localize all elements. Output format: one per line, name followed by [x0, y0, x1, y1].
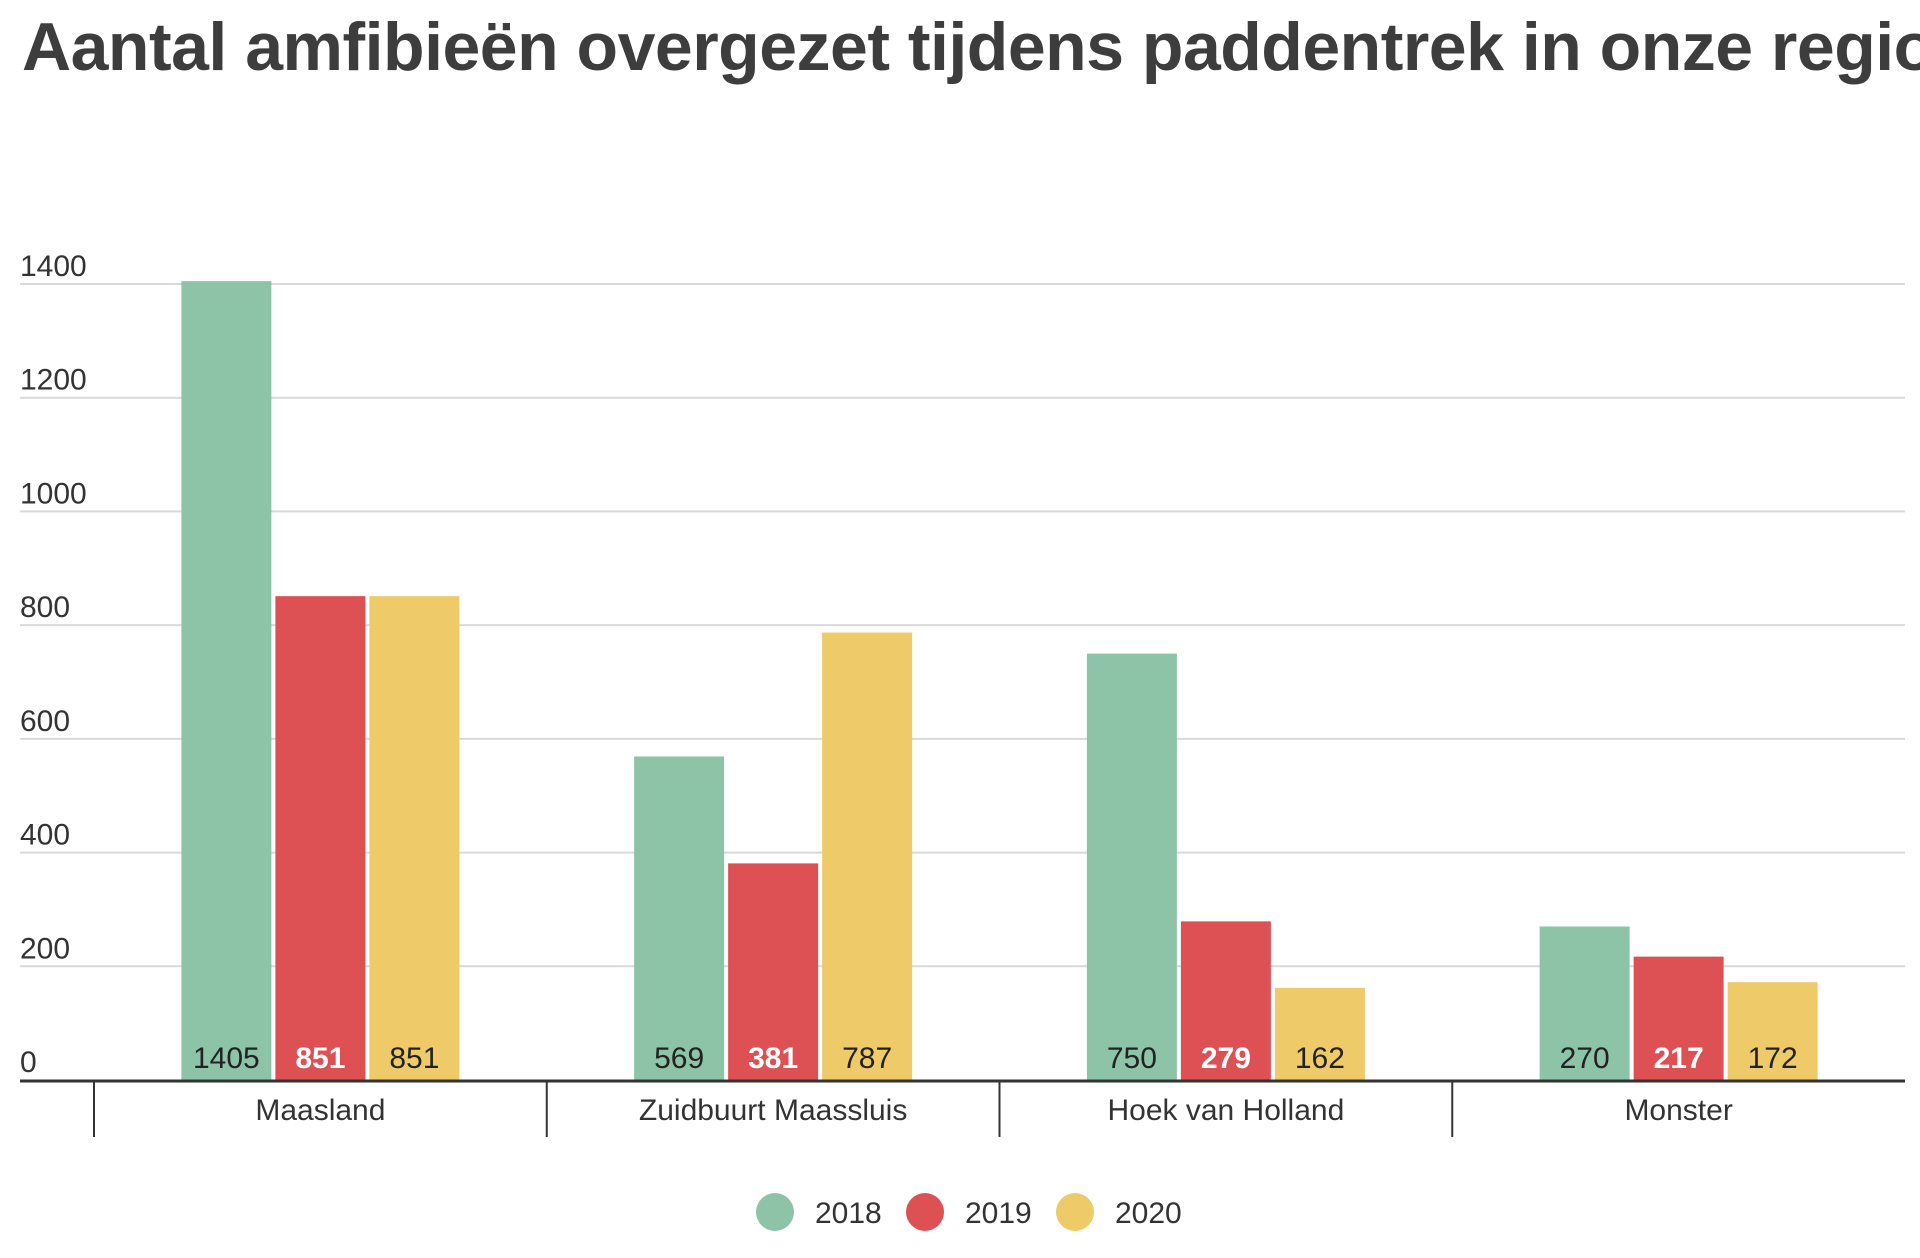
bar	[181, 281, 272, 1081]
legend: 2018 2019 2020	[756, 1193, 1182, 1231]
category-label: Zuidbuurt Maassluis	[639, 1094, 907, 1127]
data-label: 172	[1748, 1042, 1798, 1075]
data-label: 787	[842, 1042, 892, 1075]
data-label: 1405	[193, 1042, 260, 1075]
data-label: 851	[389, 1042, 439, 1075]
y-tick-label: 200	[20, 932, 70, 965]
data-label: 569	[654, 1042, 704, 1075]
x-axis-categories: Maasland Zuidbuurt Maassluis Hoek van Holl…	[255, 1094, 1732, 1127]
bar	[634, 756, 725, 1080]
x-axis	[20, 1079, 1905, 1137]
bar	[369, 596, 460, 1080]
data-label: 381	[748, 1042, 798, 1075]
category-label: Monster	[1624, 1094, 1732, 1127]
bar	[1727, 982, 1818, 1080]
legend-swatch-icon	[756, 1193, 794, 1231]
bar	[1180, 921, 1271, 1080]
bar-labels: 1405 851 851 569 381 787 750 279 162 270 217 172	[193, 1042, 1798, 1075]
data-label: 851	[295, 1042, 345, 1075]
category-label: Hoek van Holland	[1107, 1094, 1344, 1127]
y-tick-label: 1200	[20, 364, 87, 397]
data-label: 217	[1654, 1042, 1704, 1075]
bar	[1086, 653, 1177, 1080]
y-tick-label: 1400	[20, 250, 87, 283]
data-label: 750	[1107, 1042, 1157, 1075]
data-label: 270	[1560, 1042, 1610, 1075]
legend-swatch-icon	[1056, 1193, 1094, 1231]
legend-label: 2020	[1115, 1197, 1182, 1230]
category-label: Maasland	[255, 1094, 385, 1127]
data-label: 279	[1201, 1042, 1251, 1075]
y-tick-label: 400	[20, 819, 70, 852]
bar	[275, 596, 366, 1080]
legend-swatch-icon	[906, 1193, 944, 1231]
y-tick-label: 600	[20, 705, 70, 738]
y-tick-label: 1000	[20, 477, 87, 510]
bar	[1539, 926, 1630, 1080]
bars	[181, 281, 1818, 1081]
chart-title: Aantal amfibieën overgezet tijdens padde…	[22, 9, 1920, 85]
legend-label: 2019	[965, 1197, 1032, 1230]
bar	[1274, 987, 1365, 1080]
y-axis-ticks: 0 200 400 600 800 1000 1200 1400	[20, 250, 87, 1079]
y-tick-label: 0	[20, 1046, 37, 1079]
data-label: 162	[1295, 1042, 1345, 1075]
legend-label: 2018	[815, 1197, 882, 1230]
bar	[728, 863, 819, 1080]
bar	[822, 632, 913, 1080]
bar	[1633, 956, 1724, 1080]
y-tick-label: 800	[20, 591, 70, 624]
